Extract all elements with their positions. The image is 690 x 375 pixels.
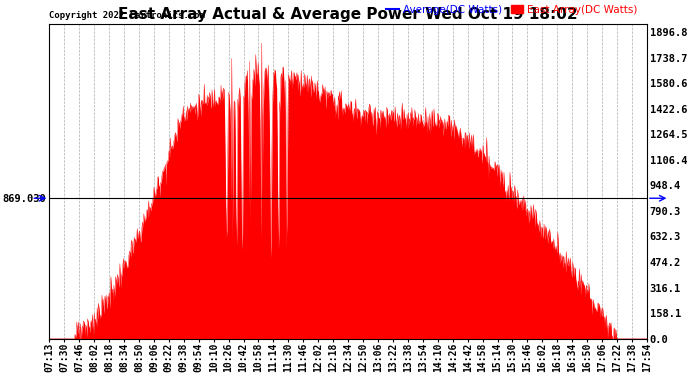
Legend: Average(DC Watts), East Array(DC Watts): Average(DC Watts), East Array(DC Watts) [382,0,642,19]
Title: East Array Actual & Average Power Wed Oct 19 18:02: East Array Actual & Average Power Wed Oc… [118,8,578,22]
Text: Copyright 2022 Cartronics.com: Copyright 2022 Cartronics.com [49,11,205,20]
